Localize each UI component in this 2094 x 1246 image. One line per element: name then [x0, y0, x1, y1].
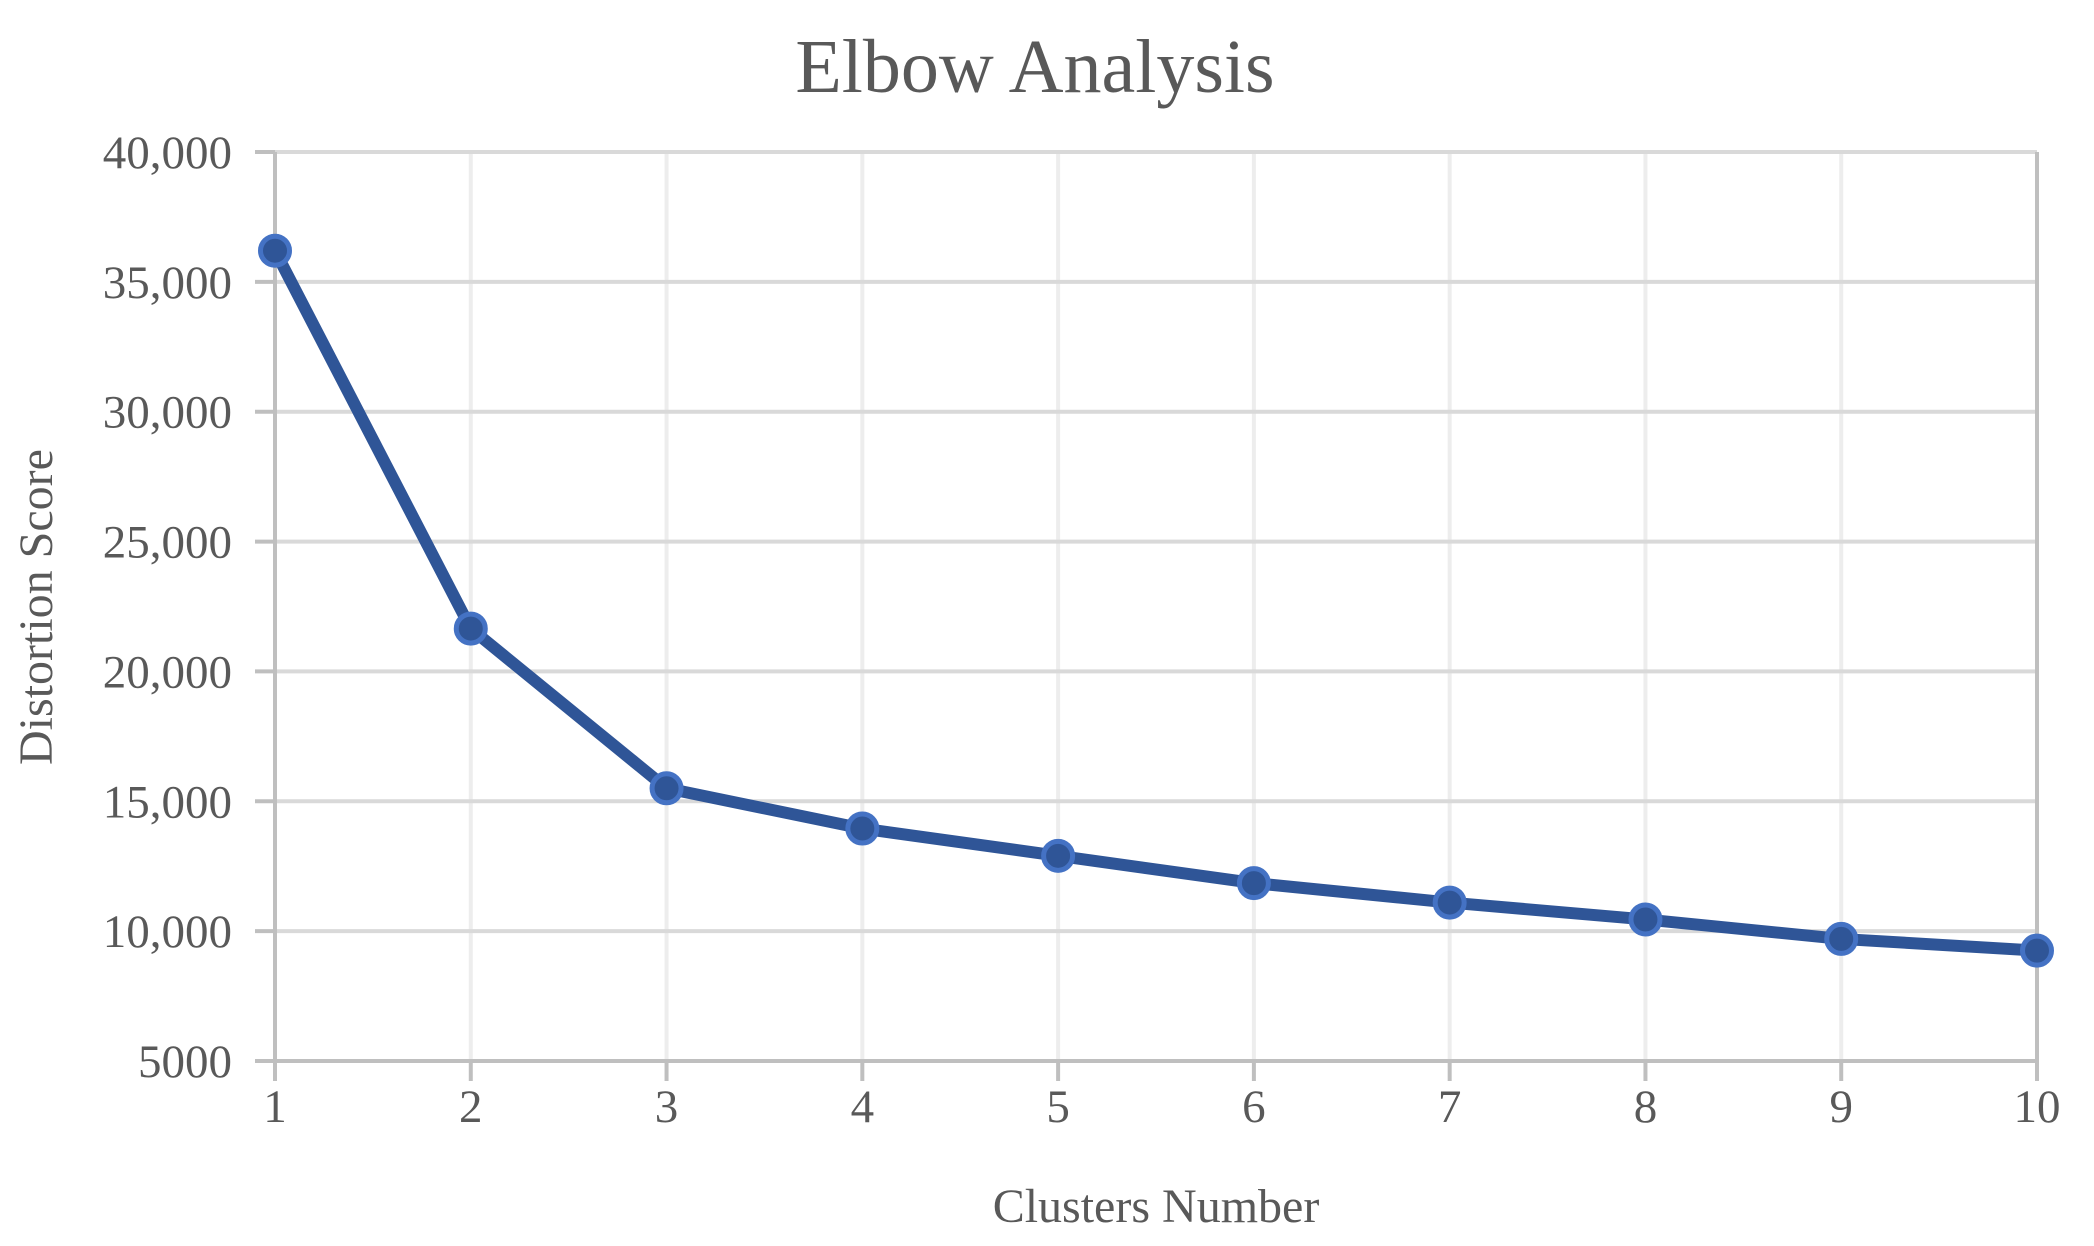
chart-title: Elbow Analysis	[795, 25, 1274, 109]
x-tick-label: 1	[263, 1081, 287, 1133]
data-series	[258, 233, 2054, 968]
data-point-marker	[649, 771, 684, 806]
data-point-marker	[1432, 885, 1467, 920]
x-tick-label: 5	[1046, 1081, 1070, 1133]
data-point-marker	[1628, 902, 1663, 937]
vertical-gridlines	[468, 152, 1844, 1061]
x-axis-title: Clusters Number	[993, 1180, 1320, 1233]
data-point-marker	[453, 611, 488, 646]
x-tick-label: 3	[655, 1081, 679, 1133]
x-tick-label: 10	[2014, 1081, 2061, 1133]
y-axis-tick-labels: 5000 10,000 15,000 20,000 25,000 30,000 35,000…	[103, 127, 232, 1088]
data-point-marker	[2020, 933, 2054, 968]
x-tick-label: 2	[459, 1081, 483, 1133]
data-point-marker	[258, 233, 292, 268]
y-tick-label: 5000	[138, 1036, 232, 1088]
y-tick-label: 15,000	[103, 776, 232, 828]
data-point-marker	[1236, 866, 1271, 901]
data-point-marker	[845, 811, 880, 846]
data-point-marker	[1041, 838, 1076, 873]
x-axis-tick-labels: 1 2 3 4 5 6 7 8 9 10	[263, 1081, 2060, 1133]
data-point-marker	[1824, 921, 1859, 956]
distortion-line	[269, 244, 2043, 957]
x-tick-label: 4	[851, 1081, 875, 1133]
x-tick-label: 7	[1438, 1081, 1462, 1133]
y-tick-label: 30,000	[103, 387, 232, 439]
axis-lines	[255, 152, 2039, 1063]
y-tick-label: 10,000	[103, 906, 232, 958]
horizontal-gridlines	[275, 150, 2037, 934]
y-axis-title: Distortion Score	[10, 449, 63, 765]
x-tick-label: 8	[1634, 1081, 1658, 1133]
y-tick-label: 20,000	[103, 646, 232, 698]
y-tick-label: 25,000	[103, 517, 232, 569]
x-tick-label: 9	[1829, 1081, 1853, 1133]
axis-tick-marks	[255, 150, 2039, 1081]
x-tick-label: 6	[1242, 1081, 1266, 1133]
y-tick-label: 40,000	[103, 127, 232, 179]
y-tick-label: 35,000	[103, 257, 232, 309]
